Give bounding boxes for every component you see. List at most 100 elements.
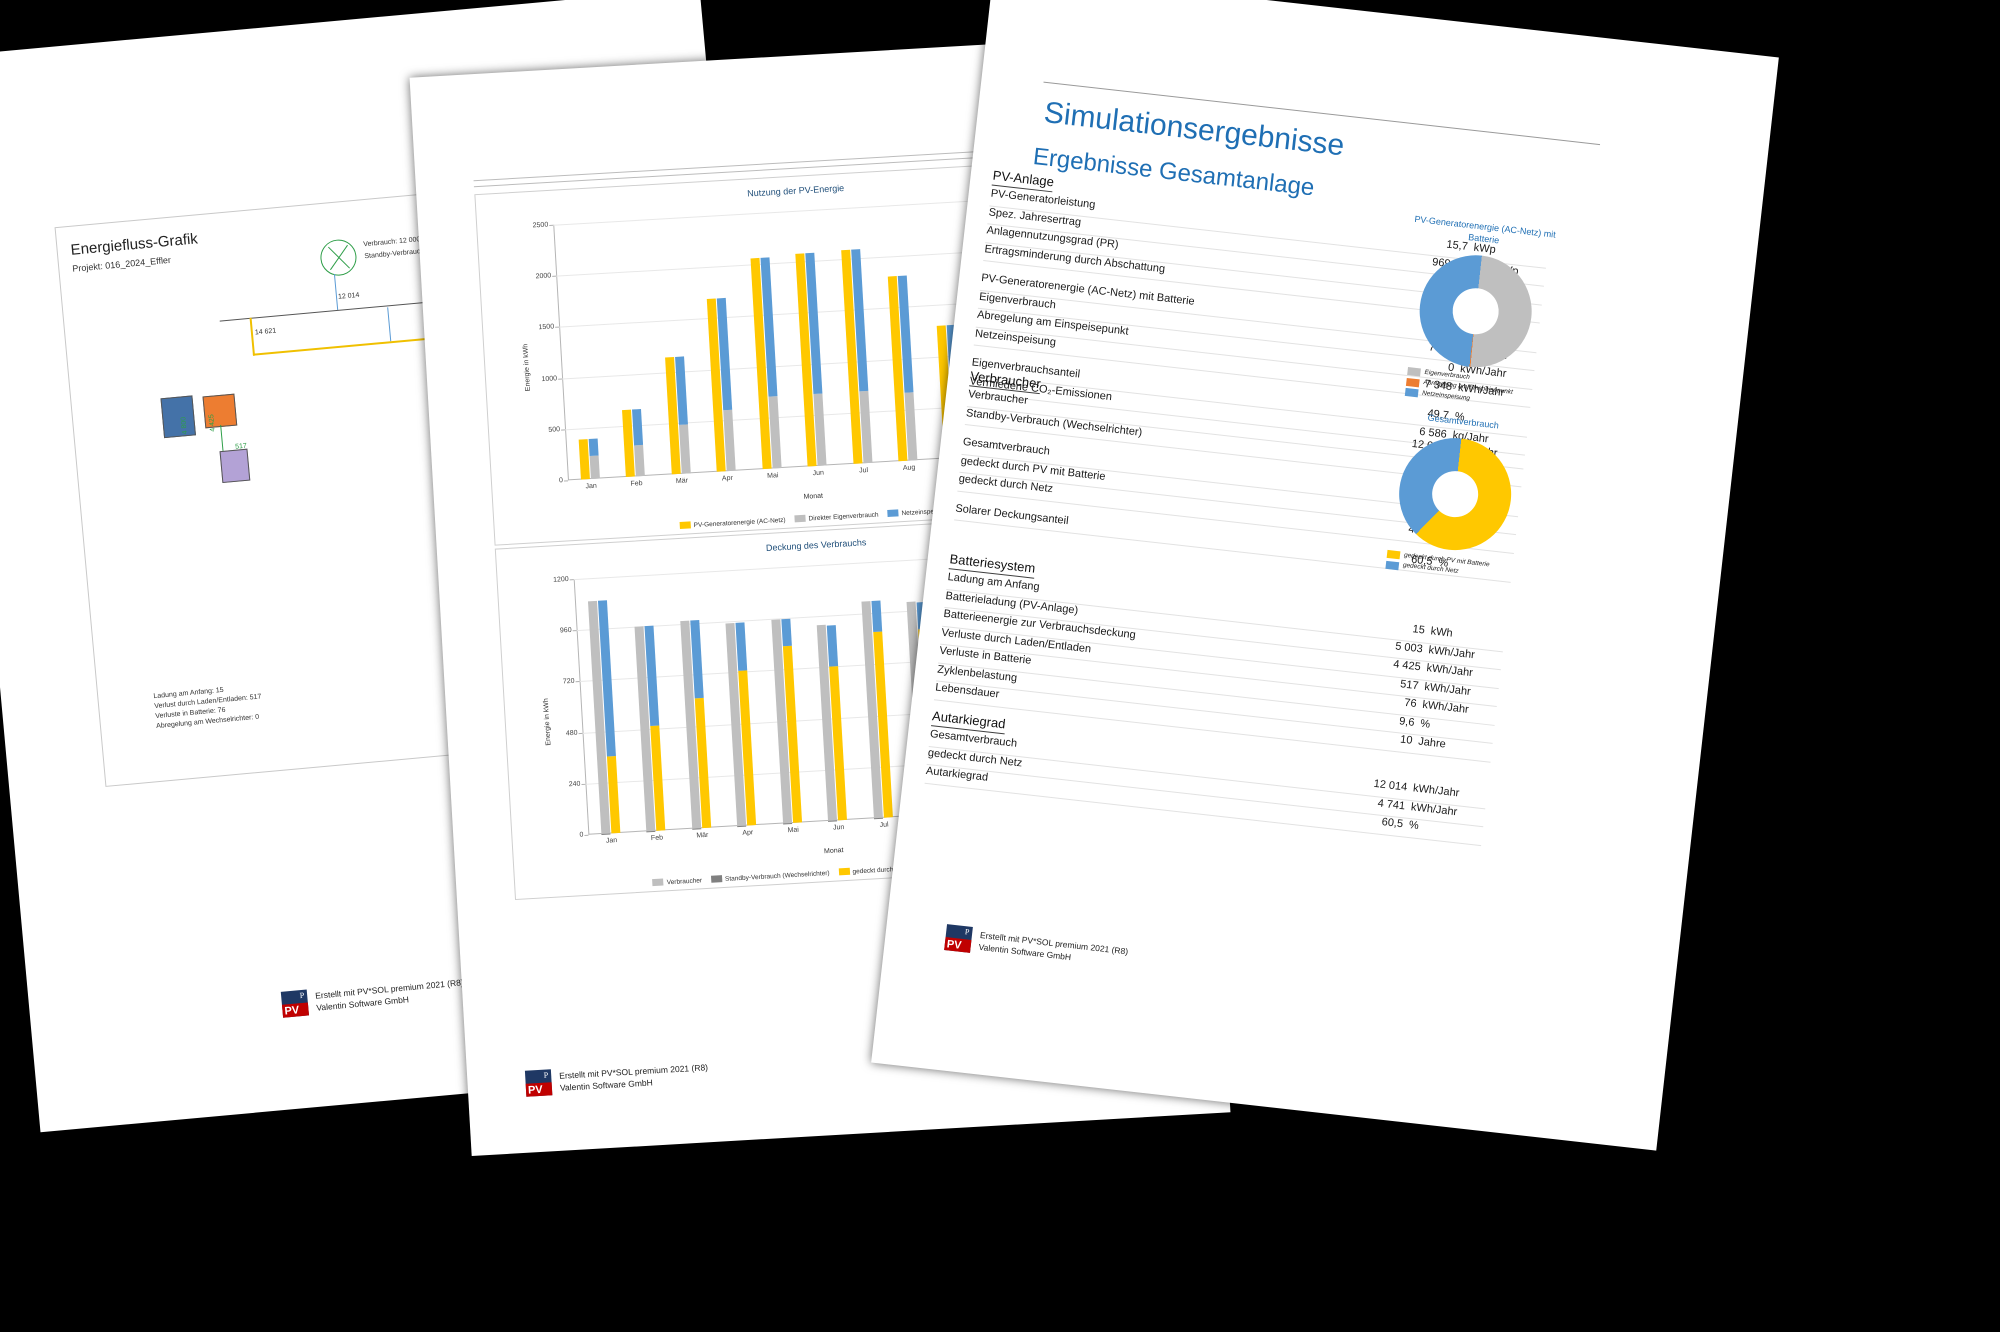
y-axis-tick-label: 500 xyxy=(548,425,561,434)
x-axis-tick-label: Apr xyxy=(721,474,734,483)
row-value: 12 014 xyxy=(1373,777,1408,794)
legend-label: Standby-Verbrauch (Wechselrichter) xyxy=(724,869,830,883)
bar-group xyxy=(632,575,667,832)
bar-segment-standby xyxy=(737,825,747,827)
y-axis-tick-mark xyxy=(581,783,586,785)
legend-swatch xyxy=(887,509,899,517)
bar-group xyxy=(611,220,646,477)
page3-content: Simulationsergebnisse Ergebnisse Gesamta… xyxy=(871,0,1779,1151)
x-axis-tick-label: Mär xyxy=(696,831,709,840)
bar-segment-standby xyxy=(873,817,883,819)
y-axis-tick-mark xyxy=(584,834,589,836)
bar-segment-upper xyxy=(588,438,599,457)
bar-segment-lower xyxy=(678,424,691,474)
bar-group xyxy=(814,564,849,821)
green-value-1: 4 800 xyxy=(180,416,189,435)
bar-segment-standby xyxy=(646,830,656,832)
battery-icon xyxy=(219,448,251,484)
y-axis-tick-mark xyxy=(558,378,563,380)
y-axis-tick-mark xyxy=(563,480,569,482)
y-axis-tick-label: 1200 xyxy=(552,575,569,584)
bar-group xyxy=(859,562,894,819)
y-axis-tick-label: 2500 xyxy=(532,221,549,230)
chart1-ylabel: Energie in kWh xyxy=(522,343,533,392)
x-axis-tick-label: Jun xyxy=(812,469,825,478)
x-axis-tick-label: Feb xyxy=(630,480,643,488)
bar-segment-upper xyxy=(632,409,644,446)
green-value-2: 4 425 xyxy=(208,413,217,432)
page-footer: P PV Erstellt mit PV*SOL premium 2021 (R8… xyxy=(944,924,1129,970)
row-unit: kWh xyxy=(1430,625,1454,640)
chart1-y-axis xyxy=(553,224,569,481)
y-axis-tick-mark xyxy=(575,681,580,683)
bar-group xyxy=(723,569,758,827)
bar-segment-upper xyxy=(781,619,792,647)
y-axis-tick-label: 0 xyxy=(579,831,584,839)
footer-text: Erstellt mit PV*SOL premium 2021 (R8) Va… xyxy=(978,929,1129,970)
legend-swatch xyxy=(652,878,664,887)
x-axis-tick-label: Mai xyxy=(766,472,779,480)
bar-group xyxy=(884,205,919,462)
bar-segment-lower xyxy=(589,456,600,480)
bar-segment-standby xyxy=(782,822,792,824)
y-axis-tick-label: 1500 xyxy=(538,323,555,332)
bar-group xyxy=(748,212,783,470)
page-footer: P PV Erstellt mit PV*SOL premium 2021 (R8… xyxy=(280,975,466,1018)
pvsol-logo-icon: P PV xyxy=(524,1069,553,1097)
y-axis-tick-label: 2000 xyxy=(535,272,552,281)
bar-group xyxy=(677,572,712,829)
footer-text: Erstellt mit PV*SOL premium 2021 (R8) Va… xyxy=(315,976,466,1014)
chart2-y-axis xyxy=(573,579,590,835)
bar-group xyxy=(586,577,621,834)
inverter-icon xyxy=(202,393,238,429)
bar-group xyxy=(793,210,828,467)
y-axis-tick-mark xyxy=(552,275,557,278)
report-page-results[interactable]: Simulationsergebnisse Ergebnisse Gesamta… xyxy=(871,0,1779,1151)
bar-group xyxy=(839,207,874,464)
bar-group xyxy=(657,218,692,475)
x-axis-tick-label: Mär xyxy=(675,477,689,486)
x-axis-tick-label: Jul xyxy=(879,821,889,829)
legend-label: Direkter Eigenverbrauch xyxy=(808,511,879,523)
x-axis-tick-label: Mai xyxy=(787,826,800,835)
y-axis-tick-label: 1000 xyxy=(541,374,558,383)
x-axis-tick-label: Feb xyxy=(650,834,664,843)
bar-segment-upper xyxy=(827,624,839,667)
bar-group xyxy=(768,567,803,824)
legend-item: Standby-Verbrauch (Wechselrichter) xyxy=(710,869,830,884)
y-axis-tick-label: 240 xyxy=(568,780,581,789)
legend-label: PV-Generatorenergie (AC-Netz) xyxy=(693,516,786,530)
results-sections: PV-Anlage PV-Generatorleistung 15,7 kWp Spez… xyxy=(924,0,1779,846)
x-axis-tick-label: Jan xyxy=(585,482,597,491)
bar-segment-upper xyxy=(871,601,882,633)
y-axis-tick-label: 0 xyxy=(558,477,564,485)
legend-swatch xyxy=(710,875,723,883)
legend-label: Verbraucher xyxy=(666,877,703,887)
footer-text: Erstellt mit PV*SOL premium 2021 (R8) Va… xyxy=(559,1061,709,1094)
legend-swatch xyxy=(838,867,850,876)
y-axis-tick-label: 480 xyxy=(565,729,578,737)
pvsol-logo-icon: P PV xyxy=(944,924,973,953)
bar-segment-standby xyxy=(828,819,838,821)
donut-pv-generator-energy: PV-Generatorenergie (AC-Netz) mit Batter… xyxy=(1401,212,1570,402)
bar-segment-standby xyxy=(691,827,701,829)
bar-group xyxy=(702,215,737,472)
legend-item: Verbraucher xyxy=(652,876,703,887)
row-unit: kWh/Jahr xyxy=(1412,782,1460,800)
bar-segment-standby xyxy=(601,833,611,834)
pv-generator-icon xyxy=(160,395,196,439)
x-axis-tick-label: Jul xyxy=(859,467,869,475)
legend-item: PV-Generatorenergie (AC-Netz) xyxy=(679,516,786,530)
bar-group xyxy=(566,223,601,480)
legend-swatch xyxy=(794,514,806,523)
page-footer: P PV Erstellt mit PV*SOL premium 2021 (R8… xyxy=(524,1060,709,1097)
row-value: 15 xyxy=(1411,623,1426,637)
x-axis-tick-label: Jan xyxy=(605,837,618,845)
bar-segment-upper xyxy=(735,622,748,672)
bar-segment-lower xyxy=(634,445,646,477)
bar-right-stacked xyxy=(588,438,600,480)
x-axis-tick-label: Jun xyxy=(832,823,845,832)
y-axis-tick-label: 720 xyxy=(562,678,575,686)
x-axis-tick-label: Apr xyxy=(742,829,754,837)
